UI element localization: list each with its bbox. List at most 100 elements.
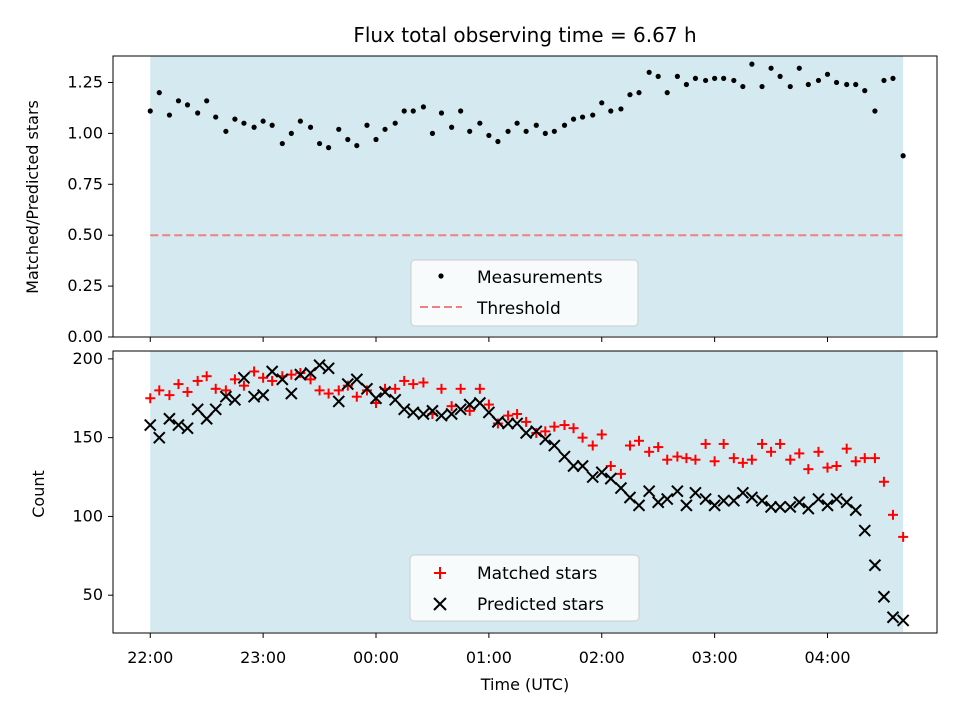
- predicted-point: [332, 395, 345, 408]
- matched-point: [605, 461, 616, 472]
- predicted-point: [360, 382, 374, 396]
- chart-title: Flux total observing time = 6.67 h: [353, 23, 696, 47]
- measurement-point: [627, 92, 633, 98]
- top-legend-box: [410, 259, 639, 327]
- measurement-point: [241, 120, 247, 126]
- predicted-point: [604, 472, 617, 485]
- measurement-point: [232, 116, 238, 122]
- matched-point: [794, 448, 805, 459]
- legend-matched-label: Matched stars: [477, 564, 597, 584]
- matched-point: [182, 386, 193, 397]
- matched-point: [164, 390, 175, 401]
- legend-threshold-label: Threshold: [476, 299, 561, 319]
- top-panel: 0.00 0.25 0.50 0.75 1.00 1.25 Matched/Predict…: [23, 55, 938, 346]
- measurement-point: [260, 118, 266, 124]
- predicted-point: [699, 492, 712, 506]
- measurement-point: [533, 122, 539, 128]
- predicted-point: [793, 496, 806, 509]
- predicted-point: [341, 377, 354, 391]
- measurement-point: [683, 81, 690, 88]
- measurement-point: [297, 118, 303, 124]
- matched-point: [305, 374, 316, 385]
- measurement-point: [449, 124, 455, 130]
- top-axes-frame: [112, 55, 938, 338]
- measurement-point: [646, 69, 652, 75]
- matched-point: [709, 456, 720, 467]
- measurement-point: [288, 130, 294, 136]
- measurement-point: [579, 114, 586, 120]
- matched-point: [531, 427, 542, 438]
- measurement-point: [674, 73, 680, 79]
- matched-point: [408, 379, 419, 390]
- matched-point: [813, 446, 824, 457]
- matched-point: [192, 375, 203, 386]
- ytick-label: 100: [72, 506, 103, 525]
- bottom-legend: Matched stars Predicted stars: [409, 554, 640, 622]
- legend-measurements-marker: [438, 273, 444, 279]
- predicted-point: [868, 559, 882, 572]
- measurement-point: [354, 142, 360, 149]
- predicted-point: [435, 409, 448, 422]
- measurement-point: [862, 88, 868, 94]
- predicted-point: [784, 500, 797, 514]
- measurement-point: [618, 106, 624, 112]
- matched-point: [154, 385, 165, 396]
- measurement-point: [147, 108, 153, 114]
- matched-point: [258, 372, 269, 383]
- matched-point: [342, 380, 353, 391]
- predicted-point: [830, 492, 843, 506]
- predicted-point: [595, 466, 608, 479]
- matched-point: [390, 383, 401, 394]
- predicted-point: [181, 421, 194, 435]
- top-ylabel: Matched/Predicted stars: [23, 100, 42, 294]
- matched-point: [869, 453, 880, 464]
- matched-point: [399, 375, 410, 386]
- matched-point: [746, 454, 757, 465]
- measurement-point: [251, 124, 257, 130]
- measurement-point: [316, 140, 323, 147]
- matched-point: [503, 410, 514, 421]
- measurement-point: [721, 75, 727, 81]
- matched-point: [464, 405, 475, 416]
- measurement-point: [279, 140, 285, 147]
- matched-point: [690, 454, 701, 465]
- predicted-point: [877, 590, 891, 603]
- matched-point: [757, 438, 768, 449]
- predicted-point: [773, 500, 787, 514]
- measurement-point: [844, 81, 850, 88]
- predicted-point: [576, 459, 589, 473]
- predicted-point: [614, 481, 628, 495]
- measurement-point: [477, 120, 483, 126]
- measurement-point: [636, 90, 642, 96]
- measurement-point: [768, 65, 774, 71]
- measurement-point: [514, 120, 520, 126]
- predicted-point: [736, 486, 750, 499]
- top-legend: Measurements Threshold: [410, 259, 639, 327]
- bottom-ylabel: Count: [29, 470, 48, 518]
- matched-point: [822, 462, 833, 473]
- predicted-point: [501, 417, 515, 430]
- measurement-point: [345, 136, 351, 143]
- measurement-point: [796, 65, 802, 71]
- predicted-point: [228, 393, 242, 407]
- xlabel: Time (UTC): [480, 675, 569, 694]
- measurement-point: [184, 102, 191, 108]
- predicted-point: [849, 503, 862, 517]
- xtick-label: 00:00: [353, 648, 399, 667]
- predicted-point: [426, 404, 439, 418]
- matched-point: [512, 409, 523, 420]
- predicted-point: [671, 485, 684, 498]
- matched-point: [559, 420, 570, 431]
- predicted-point: [745, 491, 759, 504]
- ytick-label: 200: [72, 349, 103, 368]
- measurement-point: [467, 128, 473, 134]
- measurement-point: [195, 110, 201, 116]
- measurement-point: [486, 132, 492, 139]
- matched-point: [455, 383, 466, 394]
- predicted-point: [558, 450, 571, 463]
- predicted-point: [398, 403, 411, 416]
- matched-point: [737, 457, 748, 468]
- measurement-point: [175, 98, 182, 104]
- matched-point: [238, 380, 249, 391]
